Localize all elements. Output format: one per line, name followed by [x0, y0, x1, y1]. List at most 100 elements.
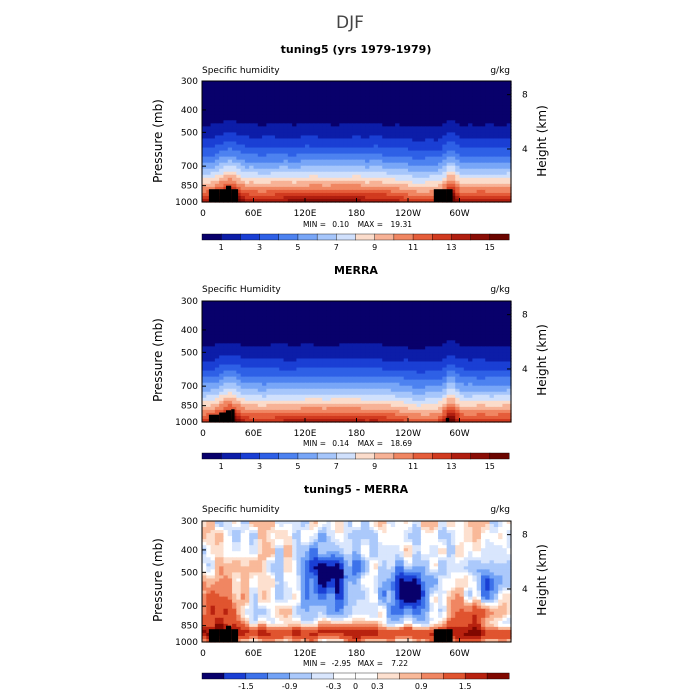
field-cell [382, 346, 388, 351]
field-cell [249, 177, 255, 182]
field-cell [425, 301, 431, 305]
panel-1-colorbar: 1 3 5 7 9 11 13 15 [201, 233, 510, 252]
field-cell [395, 162, 401, 167]
field-cell [283, 186, 289, 191]
field-cell [489, 126, 495, 131]
field-cell [322, 331, 328, 335]
field-cell [373, 105, 379, 109]
field-cell [382, 367, 388, 372]
field-cell [262, 325, 267, 329]
field-cell [382, 198, 388, 203]
field-cell [296, 180, 302, 185]
field-cell [377, 313, 383, 317]
field-cell [459, 99, 465, 103]
field-cell [476, 192, 482, 197]
field-cell [420, 304, 426, 308]
field-cell [279, 153, 285, 158]
field-cell [292, 346, 298, 351]
field-cell [498, 340, 504, 344]
field-cell [365, 370, 370, 375]
field-cell [317, 174, 323, 179]
field-cell [270, 111, 276, 115]
field-cell [300, 162, 306, 167]
field-cell [480, 352, 486, 357]
field-cell [339, 358, 345, 363]
field-cell [459, 96, 465, 100]
field-cell [262, 358, 267, 363]
field-cell [249, 147, 255, 152]
field-cell [219, 343, 225, 347]
field-cell [493, 132, 499, 137]
field-cell [283, 87, 289, 91]
field-cell [425, 349, 431, 354]
field-cell [408, 364, 413, 369]
field-cell [468, 159, 473, 164]
field-cell [300, 96, 306, 100]
field-cell [279, 144, 285, 149]
field-cell [408, 165, 413, 170]
field-cell [369, 304, 375, 308]
field-cell [339, 90, 345, 94]
field-cell [257, 322, 263, 326]
field-cell [463, 171, 469, 176]
field-cell [498, 87, 504, 91]
field-cell [382, 361, 388, 366]
field-cell [343, 346, 349, 351]
field-cell [498, 174, 504, 179]
field-cell [463, 352, 469, 357]
field-cell [270, 183, 276, 188]
field-cell [382, 343, 388, 347]
field-cell [369, 192, 375, 197]
field-cell [240, 340, 246, 344]
field-cell [360, 171, 366, 176]
field-cell [257, 177, 263, 182]
field-cell [287, 373, 293, 378]
field-cell [390, 93, 396, 97]
field-cell [506, 373, 512, 378]
field-cell [455, 355, 461, 360]
field-cell [339, 343, 345, 347]
x-tick-label: 180 [348, 209, 365, 219]
field-cell [347, 138, 353, 143]
field-cell [399, 111, 405, 115]
field-cell [236, 150, 242, 155]
field-cell [236, 147, 242, 152]
field-cell [283, 307, 289, 311]
field-cell [493, 301, 499, 305]
field-cell [382, 313, 388, 317]
field-cell [493, 355, 499, 360]
field-cell [296, 349, 302, 354]
field-cell [377, 174, 383, 179]
field-cell [425, 180, 431, 185]
field-cell [429, 129, 435, 134]
field-cell [352, 117, 358, 121]
field-cell [309, 349, 315, 354]
field-cell [253, 313, 259, 317]
field-cell [412, 367, 418, 372]
field-cell [214, 325, 220, 329]
field-cell [214, 361, 220, 366]
field-cell [274, 153, 280, 158]
field-cell [455, 123, 461, 127]
field-cell [450, 96, 456, 100]
field-cell [506, 156, 512, 161]
field-cell [498, 367, 504, 372]
field-cell [279, 343, 285, 347]
field-cell [206, 364, 212, 369]
field-cell [347, 108, 353, 112]
field-cell [330, 81, 336, 85]
field-cell [502, 325, 508, 329]
field-cell [287, 367, 293, 372]
field-cell [386, 141, 392, 146]
field-cell [399, 81, 405, 85]
field-cell [202, 156, 207, 161]
field-cell [438, 93, 443, 97]
field-cell [347, 168, 353, 173]
field-cell [493, 334, 499, 338]
field-cell [480, 307, 486, 311]
field-cell [335, 376, 340, 381]
field-cell [339, 141, 345, 146]
field-cell [292, 105, 298, 109]
field-cell [356, 87, 362, 91]
field-cell [390, 96, 396, 100]
